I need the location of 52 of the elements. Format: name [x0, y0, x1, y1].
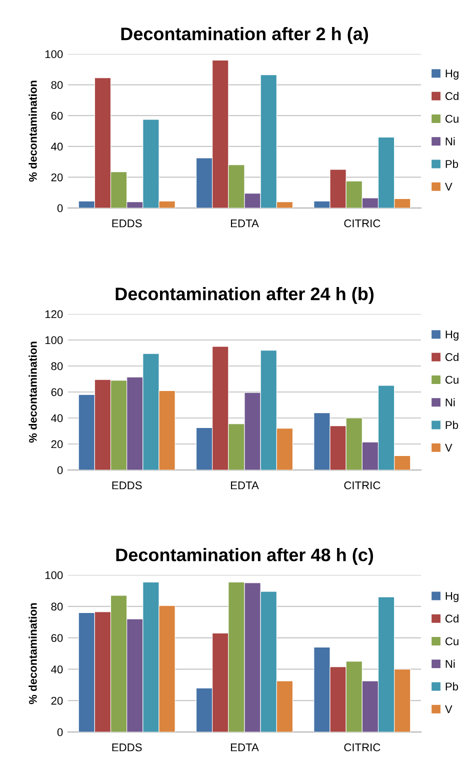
chart-title: Decontamination after 48 h (c): [116, 548, 374, 565]
x-tick-label: EDDS: [112, 219, 142, 228]
legend-label: Ni: [446, 137, 455, 146]
x-tick-label: EDTA: [231, 482, 259, 490]
legend-label: Pb: [446, 682, 458, 690]
legend-label: Cd: [445, 614, 458, 623]
legend-label: Ni: [446, 660, 455, 668]
legend-label: Cu: [445, 637, 458, 646]
legend-label: V: [444, 182, 452, 190]
y-tick-label: 120: [45, 310, 63, 318]
y-axis-title: % decontamination: [28, 603, 37, 704]
legend-label: Cu: [445, 376, 458, 384]
legend-label: Pb: [446, 420, 458, 429]
x-tick-label: CITRIC: [344, 481, 380, 490]
y-axis-title: % decontamination: [28, 80, 37, 182]
y-tick-label: 80: [51, 602, 63, 611]
chart-title: Decontamination after 2 h (a): [121, 27, 368, 44]
y-tick-label: 60: [51, 388, 63, 396]
y-tick-label: 40: [51, 665, 63, 674]
legend-label: Cd: [445, 92, 458, 100]
legend-label: Pb: [446, 160, 458, 168]
legend-label: V: [444, 705, 452, 713]
x-tick-label: CITRIC: [344, 219, 380, 228]
chart-title: Decontamination after 24 h (b): [116, 287, 374, 304]
y-tick-label: 100: [45, 50, 63, 58]
y-tick-label: 0: [57, 728, 63, 736]
y-tick-label: 20: [51, 173, 63, 182]
x-tick-label: CITRIC: [344, 743, 380, 752]
y-tick-label: 60: [51, 634, 63, 642]
legend-label: Cu: [445, 114, 458, 123]
y-tick-label: 0: [57, 204, 63, 212]
y-tick-label: 100: [45, 336, 63, 344]
y-tick-label: 0: [57, 466, 63, 474]
y-tick-label: 20: [51, 696, 63, 705]
x-tick-label: EDTA: [231, 220, 259, 228]
legend-label: V: [444, 444, 452, 452]
legend-label: Hg: [446, 330, 458, 341]
legend-label: Ni: [446, 398, 455, 406]
x-tick-label: EDDS: [112, 481, 142, 490]
y-tick-label: 100: [45, 571, 63, 580]
y-tick-label: 80: [51, 362, 63, 370]
legend-label: Hg: [446, 592, 458, 602]
y-tick-label: 80: [51, 81, 63, 89]
y-tick-label: 40: [51, 414, 63, 422]
x-tick-label: EDTA: [231, 744, 259, 752]
x-tick-label: EDDS: [112, 743, 142, 752]
legend-label: Hg: [446, 70, 458, 80]
y-tick-label: 40: [51, 142, 63, 151]
y-axis-title: % decontamination: [28, 342, 37, 443]
legend-label: Cd: [445, 352, 458, 362]
y-tick-label: 20: [51, 440, 63, 448]
y-tick-label: 60: [51, 112, 63, 120]
